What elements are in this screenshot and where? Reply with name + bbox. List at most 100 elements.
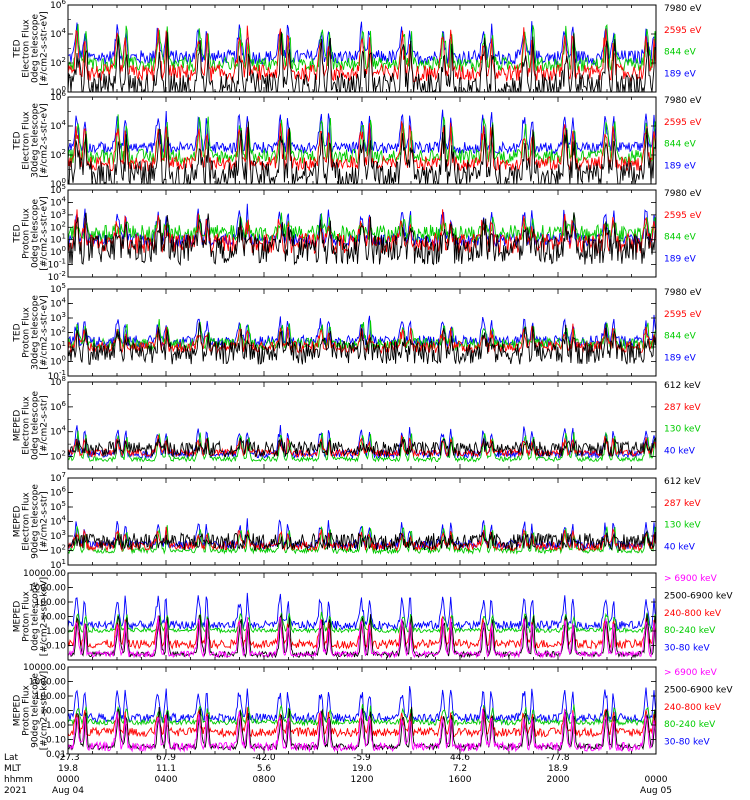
legend-label: 40 keV [664, 446, 696, 456]
y-tick-label: 107 [50, 471, 66, 484]
y-tick-label: 106 [50, 90, 66, 103]
x-tick-label: 1200 [351, 775, 374, 785]
legend-label: 7980 eV [664, 96, 702, 106]
x-tick-label: 19.0 [352, 764, 372, 774]
y-tick-label: 105 [50, 282, 66, 295]
panel-8: 0.01 0.10 1.00 10.00 100.00 1000.00 10000.00ME… [13, 663, 734, 760]
x-tick-label: 7.2 [453, 764, 467, 774]
y-tick-label: 100 [50, 85, 66, 98]
y-tick-label: 1.00 [46, 721, 66, 731]
legend-label: 287 keV [664, 499, 701, 509]
x-row-label: 2021 [4, 786, 27, 796]
y-tick-label: 0.10 [46, 736, 66, 746]
legend-label: 80-240 keV [664, 720, 716, 730]
x-tick-label: -5.9 [353, 753, 371, 763]
y-axis-label: TEDElectron Flux30deg telescope[#/cm2-s-… [13, 103, 50, 178]
legend-label: > 6900 keV [664, 574, 718, 584]
x-tick-label: 1600 [449, 775, 472, 785]
y-tick-label: 10-1 [48, 258, 66, 271]
y-tick-label: 102 [50, 326, 66, 339]
series-line-2595-ev [68, 121, 656, 173]
x-tick-label: 0000 [645, 775, 668, 785]
x-tick-label: 44.6 [450, 753, 470, 763]
x-tick-label: 0400 [155, 775, 178, 785]
y-tick-label: 102 [50, 56, 66, 69]
y-tick-label: 10000.00 [23, 569, 66, 579]
y-tick-label: 105 [50, 500, 66, 513]
legend-label: 612 keV [664, 381, 701, 391]
y-tick-label: 100 [50, 177, 66, 190]
y-tick-label: 103 [50, 208, 66, 221]
legend-label: 240-800 keV [664, 703, 722, 713]
panel-7: 0.10 1.00 10.00 100.00 1000.00 10000.00MEPEDP… [13, 569, 733, 661]
series-line--6900-kev [68, 615, 656, 659]
legend-label: 7980 eV [664, 189, 702, 199]
y-tick-label: 104 [50, 515, 66, 528]
y-tick-label: 101 [50, 233, 66, 246]
x-tick-label: 0000 [57, 775, 80, 785]
y-tick-label: 104 [50, 195, 66, 208]
series-line-7980-ev [68, 322, 656, 365]
y-axis-label: TEDProton Flux0deg telescope[#/cm2-s-str… [13, 196, 50, 271]
series-line-189-ev [68, 203, 656, 248]
y-tick-label: 1000.00 [29, 678, 66, 688]
y-tick-label: 102 [50, 544, 66, 557]
y-tick-label: 0.10 [46, 642, 66, 652]
legend-label: 2595 eV [664, 310, 702, 320]
legend-label: 612 keV [664, 477, 701, 487]
series-line-612-kev [68, 436, 656, 458]
legend-label: 80-240 keV [664, 626, 716, 636]
y-tick-label: 104 [50, 119, 66, 132]
legend-label: 2595 eV [664, 26, 702, 36]
series-line-189-ev [68, 109, 656, 155]
x-tick-label: 67.9 [156, 753, 176, 763]
series-line-30-80-kev [68, 686, 656, 724]
y-tick-label: 100 [50, 245, 66, 258]
x-tick-label: 5.6 [257, 764, 272, 774]
legend-label: 30-80 keV [664, 738, 710, 748]
y-tick-label: 105 [50, 183, 66, 196]
y-axis-label: MEPEDProton Flux90deg telescope[#/cm2-s-… [13, 671, 50, 750]
y-axis-label: MEPEDElectron Flux0deg telescope[#/cm2-s… [13, 391, 50, 461]
series-line-2500-6900-kev [68, 613, 656, 659]
x-tick-label: -27.3 [56, 753, 79, 763]
y-tick-label: 104 [50, 425, 66, 438]
x-row-label: MLT [4, 764, 22, 774]
x-tick-label: -77.8 [546, 753, 570, 763]
legend-label: 844 eV [664, 332, 697, 342]
y-tick-label: 10-1 [48, 369, 66, 382]
y-tick-label: 103 [50, 311, 66, 324]
y-tick-label: 106 [50, 400, 66, 413]
x-tick-label: 18.9 [548, 764, 568, 774]
y-tick-label: 103 [50, 529, 66, 542]
legend-label: 130 keV [664, 521, 701, 531]
series-line--6900-kev [68, 708, 656, 753]
x-tick-label: Aug 05 [640, 786, 672, 796]
legend-label: 30-80 keV [664, 644, 710, 654]
y-tick-label: 10.00 [40, 613, 66, 623]
legend-label: 844 eV [664, 233, 697, 243]
legend-label: 844 eV [664, 48, 697, 58]
legend-label: 2500-6900 keV [664, 591, 733, 601]
x-tick-label: 2000 [547, 775, 570, 785]
panel-frame [67, 477, 657, 566]
y-tick-label: 100.00 [35, 598, 67, 608]
y-tick-label: 100 [50, 355, 66, 368]
y-tick-label: 101 [50, 340, 66, 353]
y-axis-label: MEPEDProton Flux0deg telescope[#/cm2-s-s… [13, 577, 50, 656]
legend-label: 7980 eV [664, 4, 702, 14]
x-tick-label: 0800 [253, 775, 276, 785]
legend-label: 40 keV [664, 542, 696, 552]
y-tick-label: 108 [50, 375, 66, 388]
series-line-130-kev [68, 525, 656, 556]
legend-label: 7980 eV [664, 288, 702, 298]
y-tick-label: 104 [50, 297, 66, 310]
series-line-2595-ev [68, 25, 656, 84]
y-tick-label: 102 [50, 450, 66, 463]
